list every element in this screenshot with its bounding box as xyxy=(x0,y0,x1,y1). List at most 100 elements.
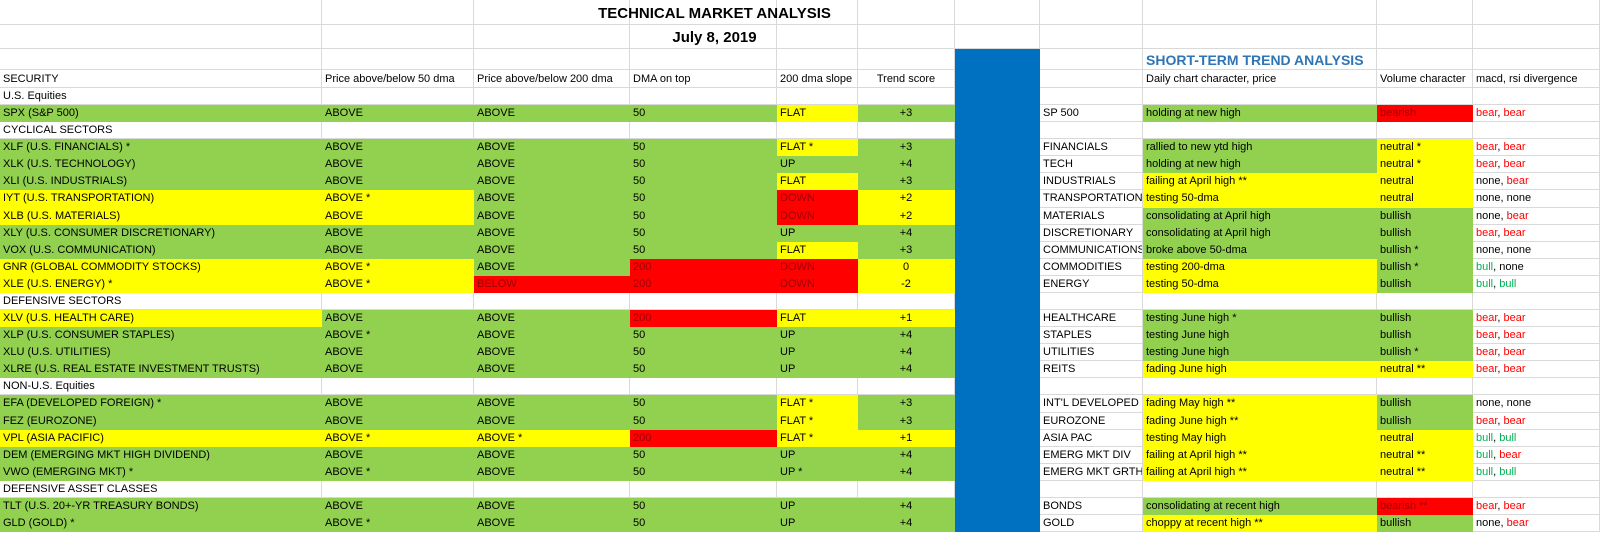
divergence: bear, bear xyxy=(1473,361,1600,379)
volume-character: bearish xyxy=(1377,105,1473,123)
signal-cell: ABOVE xyxy=(322,173,474,191)
section-label: DEFENSIVE SECTORS xyxy=(0,292,322,311)
security: DEM (EMERGING MKT HIGH DIVIDEND) xyxy=(0,446,322,464)
column-header: Price above/below 50 dma xyxy=(322,70,474,88)
signal-cell: UP xyxy=(777,156,858,174)
empty-cell xyxy=(1040,292,1143,311)
empty-cell xyxy=(322,378,474,396)
signal-cell: FLAT * xyxy=(777,412,858,430)
volume-character: bullish xyxy=(1377,224,1473,242)
chart-character: failing at April high ** xyxy=(1143,463,1377,481)
volume-character: bullish * xyxy=(1377,344,1473,362)
divergence-word: bear xyxy=(1503,329,1526,342)
security: XLV (U.S. HEALTH CARE) xyxy=(0,310,322,328)
chart-character: rallied to new ytd high xyxy=(1143,139,1377,157)
empty-cell xyxy=(1143,88,1377,106)
divergence: none, none xyxy=(1473,241,1600,259)
chart-character: testing May high xyxy=(1143,429,1377,447)
column-header: Price above/below 200 dma xyxy=(474,70,630,88)
signal-cell: ABOVE xyxy=(474,139,630,157)
short-term-name: EMERG MKT DIV xyxy=(1040,446,1143,464)
signal-cell: ABOVE xyxy=(322,446,474,464)
signal-cell: +4 xyxy=(858,224,955,242)
empty-cell xyxy=(1040,25,1143,49)
column-header: SECURITY xyxy=(0,70,322,88)
signal-cell: ABOVE xyxy=(474,207,630,225)
divergence-word: none xyxy=(1506,243,1532,256)
divergence: none, bear xyxy=(1473,207,1600,225)
section-label: DEFENSIVE ASSET CLASSES xyxy=(0,480,322,498)
chart-character: fading June high xyxy=(1143,361,1377,379)
short-term-name: COMMODITIES xyxy=(1040,258,1143,276)
signal-cell: +2 xyxy=(858,207,955,225)
divergence: bull, bull xyxy=(1473,463,1600,481)
empty-cell xyxy=(1143,25,1377,49)
divergence-word: none xyxy=(1476,175,1501,188)
signal-cell: FLAT xyxy=(777,173,858,191)
signal-cell: DOWN xyxy=(777,275,858,293)
divergence-word: bear xyxy=(1503,312,1526,325)
volume-character: bullish xyxy=(1377,515,1473,533)
signal-cell: ABOVE * xyxy=(322,275,474,293)
divergence-word: bear xyxy=(1503,363,1526,376)
signal-cell: +3 xyxy=(858,395,955,413)
volume-character: bullish * xyxy=(1377,241,1473,259)
chart-character: testing June high xyxy=(1143,344,1377,362)
signal-cell: ABOVE xyxy=(322,344,474,362)
signal-cell: +4 xyxy=(858,463,955,481)
empty-cell xyxy=(474,480,630,498)
short-term-name: STAPLES xyxy=(1040,327,1143,345)
divergence-word: , xyxy=(1493,448,1500,461)
volume-character: neutral xyxy=(1377,173,1473,191)
sheet-title: TECHNICAL MARKET ANALYSIS xyxy=(598,5,831,22)
signal-cell: 0 xyxy=(858,258,955,276)
security: GLD (GOLD) * xyxy=(0,515,322,533)
divergence-word: , xyxy=(1497,499,1504,512)
signal-cell: UP xyxy=(777,361,858,379)
short-term-name: GOLD xyxy=(1040,515,1143,533)
divergence: bear, bear xyxy=(1473,224,1600,242)
signal-cell: +2 xyxy=(858,190,955,208)
divergence-word: bear xyxy=(1503,226,1526,239)
divergence-word: bear xyxy=(1476,414,1498,427)
volume-character: bearish ** xyxy=(1377,497,1473,515)
divergence: bear, bear xyxy=(1473,497,1600,515)
short-term-name: EUROZONE xyxy=(1040,412,1143,430)
signal-cell: UP xyxy=(777,344,858,362)
signal-cell: UP xyxy=(777,515,858,533)
empty-cell xyxy=(1040,122,1143,140)
divergence-word: bear xyxy=(1476,346,1498,359)
signal-cell: ABOVE xyxy=(474,497,630,515)
empty-cell xyxy=(1473,480,1600,498)
signal-cell: +4 xyxy=(858,361,955,379)
volume-character: neutral xyxy=(1377,429,1473,447)
chart-character: consolidating at April high xyxy=(1143,207,1377,225)
security: FEZ (EUROZONE) xyxy=(0,412,322,430)
divergence-word: none xyxy=(1476,192,1501,205)
divergence: bear, bear xyxy=(1473,412,1600,430)
signal-cell: ABOVE xyxy=(474,446,630,464)
empty-cell xyxy=(474,378,630,396)
empty-cell xyxy=(1473,0,1600,25)
empty-cell xyxy=(777,480,858,498)
divergence-word: none xyxy=(1499,260,1524,273)
section-label: NON-U.S. Equities xyxy=(0,378,322,396)
short-term-name: EMERG MKT GRTH xyxy=(1040,463,1143,481)
empty-cell xyxy=(858,480,955,498)
signal-cell: 50 xyxy=(630,497,777,515)
signal-cell: BELOW xyxy=(474,275,630,293)
signal-cell: ABOVE xyxy=(474,327,630,345)
signal-cell: ABOVE * xyxy=(322,429,474,447)
divergence: bull, none xyxy=(1473,258,1600,276)
divergence-word: , xyxy=(1493,465,1500,478)
divergence: bear, bear xyxy=(1473,344,1600,362)
signal-cell: ABOVE xyxy=(322,224,474,242)
divergence-word: , xyxy=(1500,192,1507,205)
short-term-name: BONDS xyxy=(1040,497,1143,515)
divergence-word: , xyxy=(1493,277,1500,290)
divergence-word: bear xyxy=(1503,414,1526,427)
signal-cell: UP xyxy=(777,446,858,464)
section-label: U.S. Equities xyxy=(0,88,322,106)
divergence: bear, bear xyxy=(1473,327,1600,345)
